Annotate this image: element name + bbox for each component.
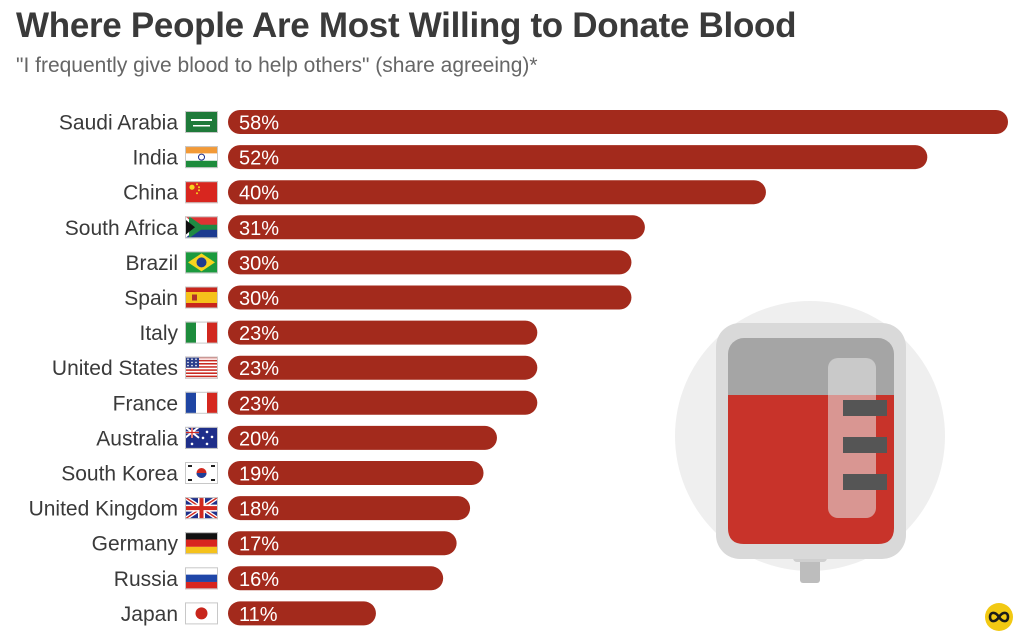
category-label-france: France: [113, 392, 178, 415]
bar-italy: [228, 320, 538, 345]
france-flag-icon: [185, 391, 218, 414]
bar-australia: [228, 425, 497, 450]
value-label-italy: 23%: [239, 323, 279, 345]
category-label-australia: Australia: [96, 427, 178, 450]
spain-flag-icon: [185, 286, 218, 309]
blood-bag-icon: [675, 301, 945, 583]
china-flag-icon: [185, 181, 218, 204]
south-africa-flag-icon: [185, 216, 218, 239]
united-kingdom-flag-icon: [185, 497, 218, 520]
saudi-arabia-flag-icon: [185, 111, 218, 133]
italy-flag-icon: [185, 321, 218, 344]
bar-germany: [228, 531, 457, 556]
value-label-spain: 30%: [239, 288, 279, 310]
statista-logo-icon: [985, 603, 1013, 631]
category-label-united-kingdom: United Kingdom: [29, 498, 178, 521]
category-label-spain: Spain: [124, 287, 178, 310]
bar-china: [228, 180, 766, 205]
category-label-south-africa: South Africa: [65, 217, 179, 240]
russia-flag-icon: [185, 567, 218, 590]
value-label-united-kingdom: 18%: [239, 499, 279, 521]
value-label-south-korea: 19%: [239, 464, 279, 486]
category-label-italy: Italy: [139, 322, 178, 345]
bar-spain: [228, 285, 632, 310]
bar-brazil: [228, 250, 632, 275]
value-label-india: 52%: [239, 148, 279, 170]
bar-france: [228, 390, 538, 415]
value-label-saudi-arabia: 58%: [239, 113, 279, 135]
bar-japan: [228, 601, 376, 626]
brazil-flag-icon: [185, 251, 218, 274]
bar-south-africa: [228, 215, 645, 240]
chart-subtitle: "I frequently give blood to help others"…: [16, 54, 538, 77]
value-label-brazil: 30%: [239, 253, 279, 275]
chart-title: Where People Are Most Willing to Donate …: [16, 6, 797, 45]
value-label-france: 23%: [239, 393, 279, 415]
category-label-india: India: [132, 147, 178, 170]
germany-flag-icon: [185, 532, 218, 555]
bar-united-states: [228, 355, 538, 380]
category-label-brazil: Brazil: [125, 252, 178, 275]
category-label-south-korea: South Korea: [61, 463, 178, 486]
value-label-japan: 11%: [239, 604, 278, 626]
category-label-saudi-arabia: Saudi Arabia: [59, 112, 178, 135]
value-label-russia: 16%: [239, 569, 279, 591]
value-label-united-states: 23%: [239, 358, 279, 380]
category-label-united-states: United States: [52, 357, 178, 380]
bar-united-kingdom: [228, 496, 471, 521]
category-label-russia: Russia: [114, 568, 179, 591]
value-label-south-africa: 31%: [239, 218, 279, 240]
united-states-flag-icon: [185, 356, 218, 379]
bar-russia: [228, 566, 444, 591]
bar-south-korea: [228, 461, 484, 485]
value-label-china: 40%: [239, 183, 279, 205]
japan-flag-icon: [185, 602, 218, 625]
value-label-australia: 20%: [239, 428, 279, 450]
category-label-china: China: [123, 182, 178, 205]
south-korea-flag-icon: [185, 462, 218, 484]
bar-india: [228, 145, 928, 170]
category-label-germany: Germany: [92, 533, 179, 556]
australia-flag-icon: [185, 426, 218, 449]
value-label-germany: 17%: [239, 534, 279, 556]
india-flag-icon: [185, 146, 218, 169]
bar-saudi-arabia: [228, 110, 1008, 134]
category-label-japan: Japan: [121, 603, 178, 626]
